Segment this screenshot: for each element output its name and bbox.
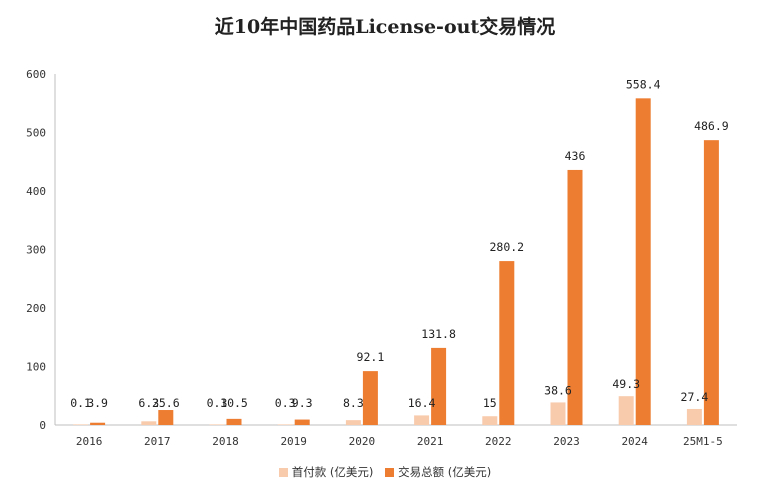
- data-label-total: 10.5: [220, 396, 248, 410]
- data-label-upfront: 0.3: [207, 396, 228, 410]
- legend-label-upfront: 首付款 (亿美元): [291, 465, 374, 479]
- bar-upfront: [345, 420, 361, 425]
- y-axis: 0 100 200 300 400 500 600: [26, 68, 56, 432]
- data-label-total: 558.4: [626, 77, 661, 91]
- bar-total: [158, 410, 174, 425]
- bar-total: [499, 261, 515, 425]
- x-tick-label: 2019: [280, 435, 307, 448]
- y-tick-label: 600: [26, 68, 46, 81]
- x-tick-label: 2021: [417, 435, 444, 448]
- x-tick-label: 2018: [212, 435, 239, 448]
- data-labels-layer: 0.13.9 6.325.6 0.310.5 0.39.3 8.392.116.4131…: [70, 77, 729, 410]
- x-axis: 2016 2017 2018 2019 2020 2021 2022 2023 2024 25M1…: [55, 424, 737, 448]
- chart-title: 近10年中国药品License-out交易情况: [214, 16, 556, 38]
- data-label-upfront: 0.1: [70, 396, 91, 410]
- bar-upfront: [686, 408, 702, 425]
- bar-upfront: [277, 424, 293, 425]
- bar-total: [226, 418, 242, 425]
- bar-upfront: [73, 424, 89, 425]
- x-tick-label: 2017: [144, 435, 171, 448]
- bar-total: [362, 371, 378, 425]
- y-tick-label: 200: [26, 302, 46, 315]
- bars-layer: [73, 98, 719, 425]
- y-tick-label: 0: [39, 419, 46, 432]
- bar-upfront: [482, 416, 498, 425]
- y-tick-label: 400: [26, 185, 46, 198]
- data-label-total: 486.9: [694, 119, 729, 133]
- bar-total: [703, 140, 719, 425]
- bar-upfront: [209, 424, 225, 425]
- bar-total: [635, 98, 651, 425]
- x-tick-label: 2016: [76, 435, 103, 448]
- data-label-upfront: 6.3: [138, 396, 159, 410]
- data-label-total: 436: [565, 149, 586, 163]
- data-label-upfront: 8.3: [343, 396, 364, 410]
- y-tick-label: 300: [26, 244, 46, 257]
- legend-swatch-total: [385, 468, 395, 477]
- legend-label-total: 交易总额 (亿美元): [398, 465, 492, 479]
- data-label-total: 25.6: [152, 396, 180, 410]
- y-tick-label: 100: [26, 361, 46, 374]
- x-tick-label: 25M1-5: [683, 435, 723, 448]
- data-label-upfront: 27.4: [681, 390, 709, 404]
- data-label-total: 9.3: [292, 396, 313, 410]
- legend-item-upfront: 首付款 (亿美元): [278, 464, 374, 480]
- y-tick-label: 500: [26, 127, 46, 140]
- bar-total: [567, 169, 583, 425]
- legend-swatch-upfront: [278, 468, 288, 477]
- legend: 首付款 (亿美元) 交易总额 (亿美元): [0, 464, 770, 480]
- bar-upfront: [550, 402, 566, 425]
- data-label-upfront: 38.6: [544, 383, 572, 397]
- data-label-total: 280.2: [489, 240, 524, 254]
- bar-upfront: [141, 421, 157, 425]
- data-label-upfront: 49.3: [612, 377, 640, 391]
- legend-item-total: 交易总额 (亿美元): [385, 464, 491, 480]
- x-tick-label: 2022: [485, 435, 512, 448]
- x-tick-label: 2023: [553, 435, 580, 448]
- data-label-upfront: 16.4: [408, 396, 436, 410]
- bar-total: [294, 419, 310, 425]
- bar-upfront: [414, 415, 430, 425]
- data-label-total: 131.8: [421, 327, 456, 341]
- bar-upfront: [618, 396, 634, 425]
- x-tick-label: 2020: [349, 435, 376, 448]
- x-tick-label: 2024: [621, 435, 648, 448]
- data-label-upfront: 15: [483, 396, 497, 410]
- bar-total: [90, 422, 106, 425]
- data-label-total: 92.1: [357, 350, 385, 364]
- bar-total: [431, 347, 447, 425]
- data-label-total: 3.9: [87, 396, 108, 410]
- data-label-upfront: 0.3: [275, 396, 296, 410]
